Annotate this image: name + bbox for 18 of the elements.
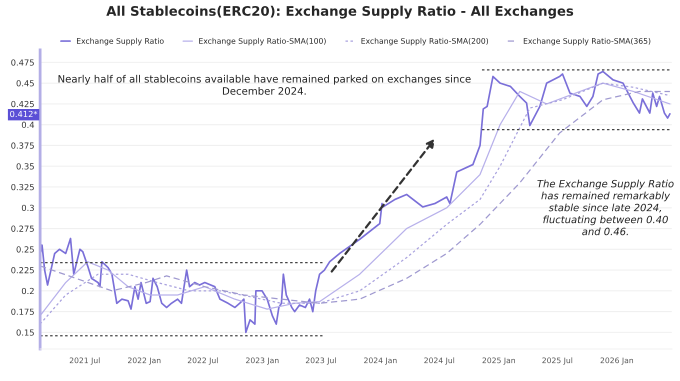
y-tick-label: 0.275 — [11, 226, 34, 232]
y-tick-label: 0.3 — [22, 204, 34, 212]
y-tick-label: 0.425 — [11, 100, 34, 108]
annotation: Nearly half of all stablecoins available have remained parked on exchanges since December 2024. — [58, 74, 471, 95]
chart-title: All Stablecoins(ERC20): Exchange Supply Ratio - All Exchanges — [106, 6, 574, 19]
y-tick-label: 0.35 — [16, 163, 34, 170]
y-tick-label: 0.375 — [11, 142, 34, 149]
y-tick-label: 0.475 — [11, 59, 34, 66]
y-tick-label: 0.15 — [16, 329, 34, 336]
y-tick-label: 0.175 — [11, 308, 34, 315]
y-tick-label: 0.25 — [16, 246, 34, 253]
y-tick-label: 0.2 — [22, 288, 34, 294]
y-tick-label: 0.4 — [22, 122, 34, 128]
y-tick-label: 0.225 — [11, 267, 34, 274]
y-tick-label: 0.45 — [16, 80, 34, 86]
y-tick-label: 0.325 — [11, 184, 34, 190]
annotation: 0.412* — [10, 110, 38, 118]
annotation: The Exchange Supply Ratio has remained remarkably stable since late 2024, fluctuating between 0.40 and 0.46. — [537, 180, 674, 236]
